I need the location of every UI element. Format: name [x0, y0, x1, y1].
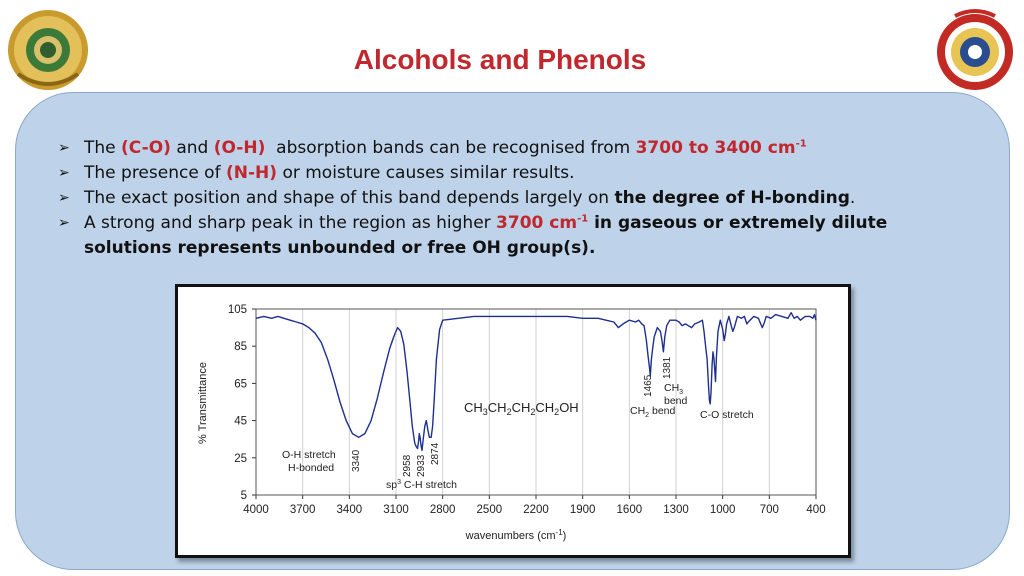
bullet-item: ➢ A strong and sharp peak in the region …	[58, 211, 978, 261]
bullet-item: ➢ The (C-O) and (O-H) absorption bands c…	[58, 136, 978, 161]
y-axis-label: % Transmittance	[197, 362, 209, 444]
arrow-bullet-icon: ➢	[58, 215, 70, 231]
x-tick-label: 2200	[523, 504, 549, 516]
university-seal-logo	[8, 10, 88, 90]
bullet-text: or moisture causes similar results.	[277, 163, 575, 183]
x-tick-label: 1000	[710, 504, 736, 516]
x-tick-label: 400	[806, 504, 825, 516]
x-axis-label: wavenumbers (cm-1)	[465, 528, 567, 542]
slide-title: Alcohols and Phenols	[353, 44, 647, 75]
bullet-list: ➢ The (C-O) and (O-H) absorption bands c…	[58, 136, 978, 261]
peak-label-2933: 2933	[416, 454, 427, 477]
bullet-item: ➢ The presence of (N-H) or moisture caus…	[58, 161, 978, 186]
college-emblem-logo	[937, 9, 1013, 90]
ir-spectrum-svg: 4000 3700 3400 3100 2800 2500 2200 1900 1600 1300…	[197, 304, 826, 542]
bullet-highlight: 3700 to 3400 cm	[635, 138, 796, 158]
bullet-text: The exact position and shape of this ban…	[84, 188, 615, 208]
peak-label-2958: 2958	[402, 454, 413, 477]
bullet-highlight: (O-H)	[213, 138, 266, 158]
bullet-text: A strong and sharp peak in the region as…	[84, 213, 497, 233]
y-tick-label: 85	[234, 341, 247, 353]
oh-hbonded-label: H-bonded	[288, 462, 334, 474]
co-stretch-label: C-O stretch	[700, 409, 754, 421]
peak-label-2874: 2874	[430, 442, 441, 465]
bullet-item: ➢ The exact position and shape of this b…	[58, 186, 978, 211]
y-tick-label: 25	[234, 453, 247, 465]
x-tick-label: 2800	[430, 504, 456, 516]
y-tick-label: 5	[241, 490, 247, 502]
x-tick-label: 1600	[617, 504, 643, 516]
x-tick-label: 3700	[290, 504, 316, 516]
ch3-bend-label: bend	[664, 395, 688, 407]
bullet-bold: in gaseous or extremely dilute solutions…	[84, 213, 888, 258]
sp3-ch-stretch-label: sp3 C-H stretch	[386, 479, 457, 491]
arrow-bullet-icon: ➢	[58, 165, 70, 181]
arrow-bullet-icon: ➢	[58, 140, 70, 156]
bullet-bold: the degree of H-bonding	[614, 188, 850, 208]
peak-label-1381: 1381	[662, 356, 673, 379]
x-tick-label: 3100	[383, 504, 409, 516]
peak-label-3340: 3340	[351, 449, 362, 472]
ir-spectrum-chart: 4000 3700 3400 3100 2800 2500 2200 1900 1600 1300…	[175, 284, 851, 558]
x-tick-label: 1300	[663, 504, 689, 516]
peak-label-1465: 1465	[643, 374, 654, 397]
bullet-text: and	[170, 138, 214, 158]
x-tick-label: 700	[760, 504, 779, 516]
oh-stretch-label: O-H stretch	[282, 449, 336, 461]
x-tick-label: 4000	[243, 504, 269, 516]
compound-formula: CH3CH2CH2CH2OH	[464, 400, 579, 417]
x-tick-label: 2500	[477, 504, 503, 516]
bullet-text: The presence of	[84, 163, 226, 183]
bullet-highlight: (C-O)	[121, 138, 171, 158]
ch2-bend-label: CH2 bend	[630, 405, 676, 419]
x-tick-label: 3400	[337, 504, 363, 516]
bullet-text: .	[849, 188, 856, 208]
arrow-bullet-icon: ➢	[58, 190, 70, 206]
bullet-superscript: -1	[577, 213, 589, 225]
bullet-highlight: (N-H)	[225, 163, 278, 183]
x-tick-label: 1900	[570, 504, 596, 516]
spectrum-line	[255, 312, 817, 452]
y-tick-label: 45	[234, 416, 247, 428]
bullet-text: absorption bands can be recognised from	[265, 138, 636, 158]
bullet-text: The	[84, 138, 122, 158]
ch3-label: CH3	[664, 382, 683, 396]
y-tick-label: 105	[228, 304, 247, 316]
bullet-highlight: 3700 cm	[496, 213, 578, 233]
bullet-superscript: -1	[795, 138, 807, 150]
y-tick-label: 65	[234, 378, 247, 390]
plot-frame	[255, 308, 817, 496]
